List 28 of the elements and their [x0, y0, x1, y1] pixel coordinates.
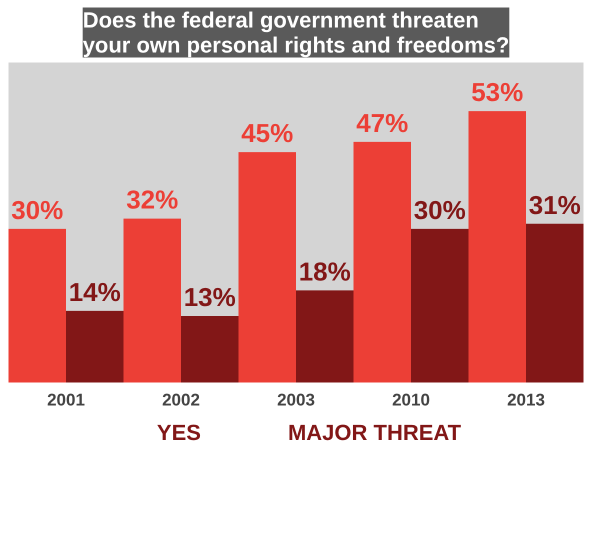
data-label: 45% — [241, 118, 294, 148]
data-label: 32% — [126, 184, 178, 215]
data-label: 13% — [184, 282, 236, 312]
chart-title: Does the federal government threaten your own personal rights and freedoms? — [82, 8, 510, 58]
x-tick-label: 2010 — [392, 390, 430, 410]
data-label: 30% — [11, 194, 64, 225]
x-tick-label: 2001 — [47, 390, 85, 410]
series-label: YES — [156, 420, 201, 446]
bar — [124, 218, 181, 382]
bar — [238, 152, 296, 382]
bar — [181, 316, 238, 382]
bar — [296, 290, 354, 382]
bar — [526, 224, 584, 382]
data-label: 30% — [414, 194, 466, 225]
data-label: 18% — [298, 256, 351, 286]
bar — [411, 228, 468, 382]
bar — [468, 111, 526, 382]
data-label: 53% — [471, 77, 524, 108]
data-label: 14% — [68, 276, 121, 307]
x-tick-label: 2003 — [277, 390, 315, 410]
bar — [354, 142, 411, 382]
x-tick-label: 2013 — [507, 390, 545, 410]
bar — [8, 228, 66, 382]
bar — [66, 310, 124, 382]
x-tick-label: 2002 — [162, 390, 200, 410]
data-label: 47% — [356, 108, 408, 138]
data-label: 31% — [528, 190, 581, 220]
series-label: MAJOR THREAT — [288, 420, 462, 446]
